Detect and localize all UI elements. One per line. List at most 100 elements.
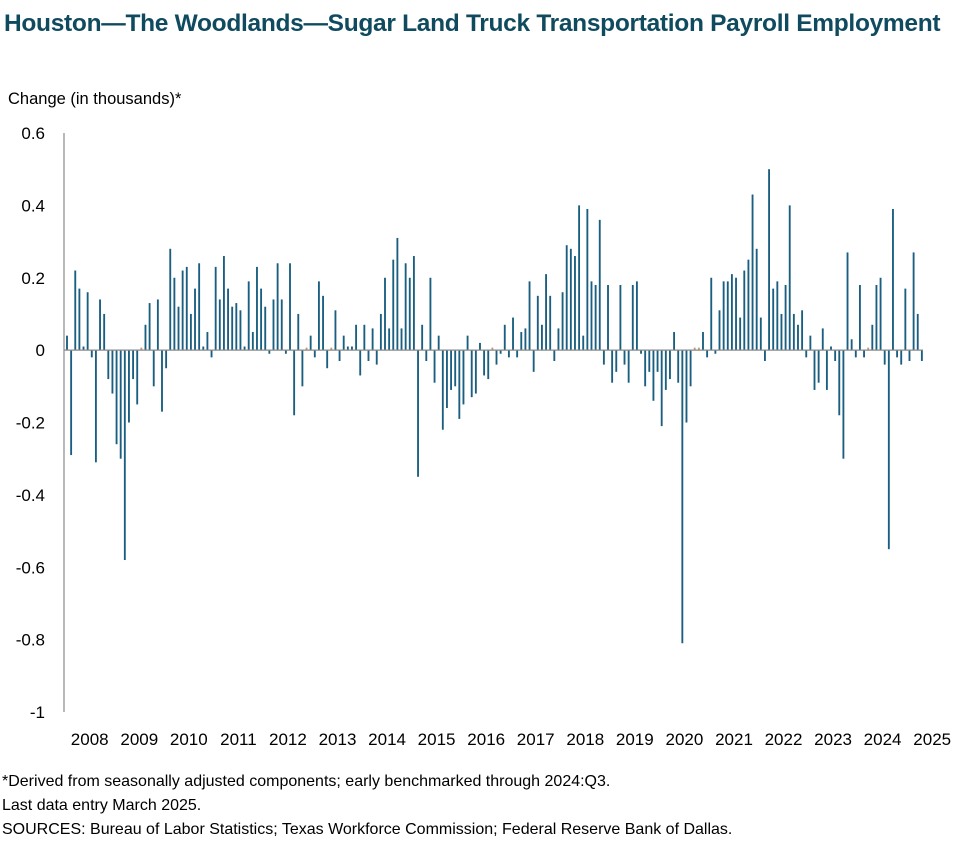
bar xyxy=(417,350,419,477)
y-tick-label: 0.6 xyxy=(21,124,45,143)
bar xyxy=(611,350,614,383)
bar xyxy=(408,277,411,351)
bar xyxy=(338,350,341,361)
bar xyxy=(140,347,143,351)
bar xyxy=(148,303,151,351)
bar xyxy=(161,350,163,412)
bar xyxy=(115,350,118,445)
bar xyxy=(846,252,849,351)
bar xyxy=(111,350,114,394)
y-tick-label: 0.4 xyxy=(21,196,45,215)
y-tick-label: -0.6 xyxy=(16,558,45,577)
bar xyxy=(107,350,110,380)
bar xyxy=(322,295,324,351)
y-tick-label: 0 xyxy=(36,341,45,360)
bar xyxy=(780,313,783,351)
bar xyxy=(375,350,378,365)
x-axis-ticks: 2008 2009 2010 2011 2012 2013 2014 2015 2016 2017… xyxy=(71,730,951,749)
bar xyxy=(805,350,808,358)
bar xyxy=(838,350,841,416)
bar xyxy=(916,313,919,351)
bar xyxy=(693,347,696,351)
bar xyxy=(235,303,238,351)
bar xyxy=(660,350,663,427)
bar xyxy=(223,256,225,351)
bar xyxy=(156,299,159,351)
bar-series xyxy=(66,169,923,644)
bar xyxy=(256,266,258,351)
bar xyxy=(689,350,692,387)
bar xyxy=(685,350,688,423)
bar xyxy=(863,350,865,358)
bar xyxy=(578,205,581,351)
bar xyxy=(437,335,440,351)
bar xyxy=(326,350,329,369)
bar xyxy=(74,270,77,351)
bar xyxy=(210,350,213,358)
x-tick-label: 2023 xyxy=(814,730,852,749)
bar xyxy=(635,281,638,351)
bar xyxy=(904,288,907,351)
footnote: *Derived from seasonally adjusted compon… xyxy=(2,773,611,790)
bar xyxy=(673,332,676,351)
bar xyxy=(631,284,634,351)
bar xyxy=(718,310,721,351)
bar xyxy=(565,245,568,351)
bar xyxy=(801,310,804,351)
bar xyxy=(251,332,254,351)
bar xyxy=(772,288,775,351)
bar xyxy=(136,350,139,405)
bar xyxy=(90,350,93,358)
x-tick-label: 2018 xyxy=(566,730,604,749)
bar xyxy=(309,335,312,351)
bar xyxy=(751,194,754,351)
bar xyxy=(520,332,523,351)
bar xyxy=(495,350,498,365)
bar xyxy=(297,313,300,351)
bar xyxy=(809,335,812,351)
bar xyxy=(834,350,837,361)
bar xyxy=(317,281,320,351)
bar xyxy=(94,350,97,463)
bar xyxy=(264,306,267,351)
x-tick-label: 2020 xyxy=(665,730,703,749)
bar xyxy=(697,347,700,351)
bar xyxy=(776,281,779,351)
bar xyxy=(640,350,642,354)
bar xyxy=(669,350,671,380)
bar xyxy=(301,350,304,387)
bar xyxy=(404,263,407,351)
bar xyxy=(664,350,667,390)
bar xyxy=(152,350,155,387)
bar xyxy=(590,281,593,351)
bar xyxy=(858,284,861,351)
bar xyxy=(396,237,399,351)
bar xyxy=(421,324,424,351)
bar xyxy=(536,295,539,351)
bar xyxy=(103,313,106,351)
bar xyxy=(879,277,882,351)
bar xyxy=(854,350,857,358)
y-tick-label: -1 xyxy=(30,703,45,722)
bar xyxy=(446,350,448,409)
x-tick-label: 2015 xyxy=(418,730,456,749)
bar xyxy=(491,347,494,351)
bar xyxy=(883,350,886,365)
bar xyxy=(132,350,135,380)
bar xyxy=(165,350,168,369)
chart-title: Houston—The Woodlands—Sugar Land Truck T… xyxy=(4,10,941,37)
bar xyxy=(871,324,874,351)
x-tick-label: 2022 xyxy=(765,730,803,749)
bar xyxy=(144,324,147,351)
bar xyxy=(920,350,923,361)
bar xyxy=(284,350,287,354)
bar xyxy=(516,350,519,358)
x-tick-label: 2011 xyxy=(220,730,257,749)
x-tick-label: 2008 xyxy=(71,730,109,749)
bar xyxy=(466,335,469,351)
bar xyxy=(821,328,824,351)
bar xyxy=(792,313,795,351)
bar xyxy=(359,350,362,376)
bar xyxy=(706,350,709,358)
bar xyxy=(714,350,717,354)
